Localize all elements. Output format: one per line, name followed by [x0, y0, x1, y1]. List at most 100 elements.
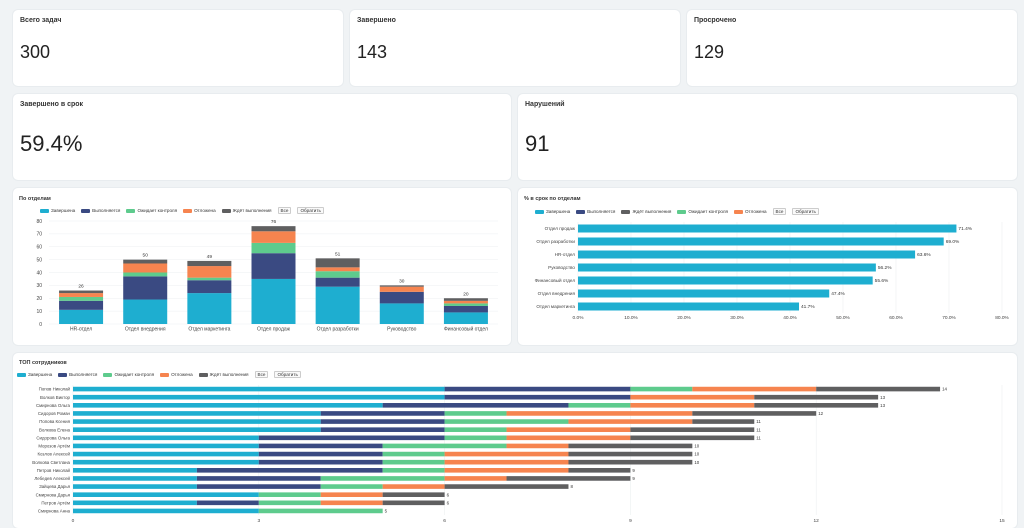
bar-total-label: 50 [143, 253, 149, 259]
bar-total-label: 49 [207, 254, 213, 260]
swatch-waiting [198, 372, 208, 377]
bar-segment [258, 459, 383, 465]
bar-segment [382, 459, 445, 465]
bar-segment [59, 290, 104, 294]
y-tick-label: 60 [36, 245, 42, 251]
bar-segment [382, 403, 569, 408]
kpi-card-completed: Завершено 143 [350, 10, 680, 86]
dept-stacked-bar-chart: 0 10 20 30 40 50 60 70 80 26 HR-отдел 50 Отдел внедр… [36, 219, 498, 333]
kpi-label: Просрочено [694, 17, 737, 24]
bar-segment [315, 258, 360, 268]
legend-item[interactable]: Завершена [17, 372, 52, 377]
bar-total-label: 11 [756, 419, 761, 424]
bar-segment [568, 443, 693, 449]
legend-invert-button[interactable]: Обратить [792, 208, 819, 215]
legend-item[interactable]: Выполняется [576, 209, 615, 214]
x-tick-label: 10.0% [624, 315, 638, 321]
legend-all-button[interactable]: Все [254, 371, 269, 378]
bar-segment [251, 242, 296, 254]
bar-total-label: 9 [632, 468, 635, 473]
bar-segment [59, 300, 104, 310]
legend-item[interactable]: Выполняется [81, 208, 120, 213]
top-employees-card: ТОП сотрудников Завершена Выполняется Ож… [13, 353, 1017, 528]
legend-item[interactable]: Ожидает контроля [103, 372, 154, 377]
x-tick-label: 0 [72, 518, 75, 524]
y-tick-label: 40 [36, 270, 42, 276]
legend-label: Выполняется [92, 208, 121, 213]
chart-title: % в срок по отделам [524, 196, 581, 202]
bar-segment [444, 484, 569, 489]
legend-item[interactable]: Отложена [734, 209, 767, 214]
legend-item[interactable]: Отложена [160, 372, 193, 377]
bar-segment [315, 267, 360, 272]
x-tick-label: Отдел маркетинга [188, 327, 230, 333]
x-tick-label: Отдел продаж [257, 327, 291, 333]
bar-segment [187, 280, 232, 294]
y-tick-label: 0 [39, 322, 42, 328]
legend-item[interactable]: Ждёт выполнения [198, 372, 249, 377]
legend-item[interactable]: Выполняется [58, 372, 97, 377]
bar [578, 302, 800, 311]
legend-item[interactable]: Отложена [183, 208, 216, 213]
legend-item[interactable]: Ожидает контроля [126, 208, 177, 213]
bar-segment [73, 411, 321, 416]
legend-invert-button[interactable]: Обратить [297, 207, 324, 214]
bar-total-label: 12 [818, 411, 823, 416]
bar-segment [506, 476, 631, 481]
bar-segment [251, 226, 296, 232]
bar-segment [59, 293, 104, 297]
kpi-value: 143 [357, 42, 388, 62]
legend-label: Отложена [194, 208, 216, 213]
bar-segment [443, 298, 488, 301]
bar-value-label: 69.0% [946, 239, 960, 245]
swatch-postponed [183, 208, 193, 213]
x-tick-label: 15 [999, 518, 1005, 524]
y-tick-label: Сидорова Ольга [36, 435, 70, 440]
y-tick-label: 80 [36, 219, 42, 225]
bar-segment [315, 277, 360, 287]
bar-segment [196, 468, 383, 473]
bar-segment [123, 259, 168, 264]
y-tick-label: Смирнова Ольга [36, 403, 71, 408]
legend-label: Ждёт выполнения [632, 209, 672, 214]
bar-segment [754, 403, 879, 408]
x-tick-label: 60.0% [889, 315, 903, 321]
bar-value-label: 55.6% [875, 278, 889, 284]
bar-segment [443, 312, 488, 324]
legend-item[interactable]: Ждёт выполнения [621, 209, 671, 214]
bar-segment [73, 451, 259, 457]
x-tick-label: 40.0% [783, 315, 797, 321]
bar [578, 289, 830, 298]
x-tick-label: 50.0% [836, 315, 850, 321]
bar-segment [506, 435, 631, 441]
bar-segment [568, 468, 631, 473]
ontime-horizontal-bar-chart: 0.0% 10.0% 20.0% 30.0% 40.0% 50.0% 60.0% 70.0% 8… [535, 222, 1010, 321]
legend-all-button[interactable]: Все [772, 208, 787, 215]
swatch-done [535, 209, 544, 214]
y-tick-label: Отдел маркетинга [536, 304, 575, 309]
bar-segment [258, 500, 321, 506]
kpi-card-violations: Нарушений 91 [518, 94, 1017, 180]
bar-total-label: 11 [756, 427, 761, 432]
legend-all-button[interactable]: Все [277, 207, 292, 214]
x-tick-label: Отдел разработки [317, 327, 359, 333]
bar-segment [59, 296, 104, 301]
legend-item[interactable]: Завершена [40, 208, 75, 213]
legend-label: Ожидает контроля [688, 209, 729, 214]
x-tick-label: Руководство [387, 327, 416, 333]
top-employees-stacked-bar-chart: 0 3 6 9 12 15 14 Попов Николай 13 Волков Виктор 13… [32, 385, 1005, 524]
bar-segment [196, 476, 321, 481]
legend-invert-button[interactable]: Обратить [274, 371, 301, 378]
bar-segment [73, 468, 197, 473]
bar [578, 276, 873, 285]
legend-item[interactable]: Завершена [535, 209, 570, 214]
bar-segment [443, 300, 488, 304]
bar-total-label: 11 [756, 435, 761, 440]
legend-label: Ждёт выполнения [232, 208, 272, 213]
bar-segment [187, 293, 232, 324]
legend-item[interactable]: Ожидает контроля [677, 209, 728, 214]
kpi-label: Нарушений [525, 101, 565, 108]
bar-segment [568, 451, 693, 457]
bar-segment [123, 276, 168, 300]
legend-item[interactable]: Ждёт выполнения [221, 208, 272, 213]
